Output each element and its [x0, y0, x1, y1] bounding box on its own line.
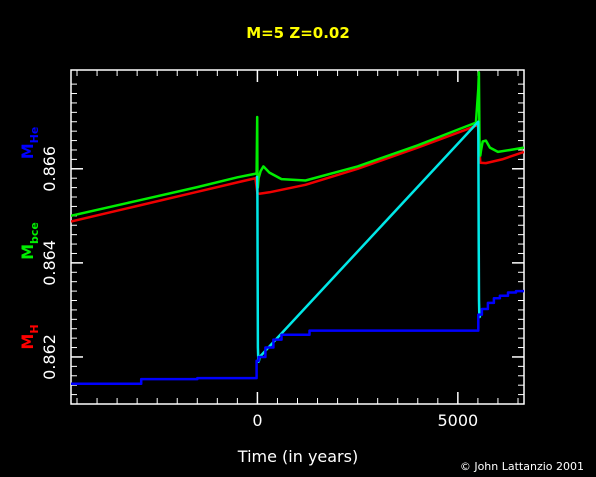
- series-line-3: [255, 120, 482, 363]
- y-axis-label-sub: H: [28, 324, 41, 333]
- series-line-4: [71, 289, 524, 386]
- y-axis-label-sub: He: [28, 127, 41, 144]
- series-line-2: [71, 71, 524, 218]
- series-group: [71, 71, 524, 386]
- y-axis-label: MH: [18, 324, 41, 349]
- y-axis-label-base: M: [18, 143, 37, 159]
- y-tick-label: 0.864: [40, 240, 59, 286]
- y-tick-label: 0.866: [40, 146, 59, 192]
- y-axis-label-base: M: [18, 334, 37, 350]
- chart-title: M=5 Z=0.02: [246, 24, 350, 42]
- series-line-1: [71, 123, 524, 223]
- y-axis-label-base: M: [18, 244, 37, 260]
- credit-text: © John Lattanzio 2001: [460, 460, 584, 473]
- major-ticks: 0 5000 0.862 0.864 0.866: [40, 70, 524, 430]
- x-tick-label: 5000: [437, 411, 478, 430]
- minor-ticks: [71, 70, 524, 405]
- y-axis-label-sub: bce: [28, 222, 41, 244]
- plot-area: 0 5000 0.862 0.864 0.866: [40, 69, 525, 430]
- x-axis-title: Time (in years): [237, 447, 358, 466]
- x-tick-label: 0: [252, 411, 262, 430]
- plot-frame: [70, 69, 525, 405]
- y-axis-label: Mbce: [18, 222, 41, 260]
- y-tick-label: 0.862: [40, 334, 59, 380]
- y-axis-label: MHe: [18, 127, 41, 160]
